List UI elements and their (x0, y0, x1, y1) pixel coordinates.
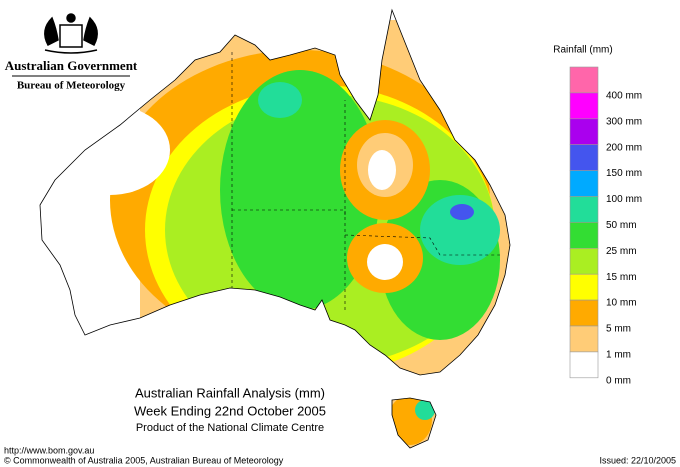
map-subtitle: Week Ending 22nd October 2005 (134, 403, 326, 418)
legend-swatch (569, 325, 599, 353)
legend-label: 5 mm (606, 324, 631, 335)
legend-swatch (569, 118, 599, 146)
coastline (39, 8, 511, 449)
legend-label: 1 mm (606, 350, 631, 361)
legend-swatch (569, 248, 599, 275)
map-credit: Product of the National Climate Centre (136, 422, 324, 434)
state-borders (231, 52, 500, 310)
legend-label: 200 mm (606, 142, 642, 153)
legend-label: 150 mm (606, 168, 642, 179)
bureau-name: Bureau of Meteorology (17, 80, 126, 92)
legend-label: 400 mm (606, 91, 642, 102)
legend-swatch (569, 351, 599, 379)
legend-label: 25 mm (606, 246, 637, 257)
legend-swatch (569, 92, 599, 120)
legend-label: 300 mm (606, 116, 642, 127)
legend-label: 100 mm (606, 194, 642, 205)
footer-copyright: © Commonwealth of Australia 2005, Austra… (4, 455, 284, 465)
legend-label: 0 mm (606, 375, 631, 386)
legend-title: Rainfall (mm) (553, 45, 612, 56)
coat-of-arms (44, 13, 98, 54)
footer-issued: Issued: 22/10/2005 (599, 455, 676, 465)
footer-url: http://www.bom.gov.au (4, 445, 94, 455)
map-title: Australian Rainfall Analysis (mm) (135, 385, 325, 400)
legend: 400 mm 300 mm 200 mm 150 mm 100 mm 50 mm 25 mm… (569, 66, 642, 386)
legend-label: 50 mm (606, 220, 637, 231)
legend-swatch (569, 170, 599, 197)
legend-swatch (569, 222, 599, 249)
legend-swatch (569, 299, 599, 327)
legend-swatch (569, 144, 599, 171)
government-name: Australian Government (5, 58, 138, 73)
legend-swatch (569, 66, 599, 94)
legend-label: 10 mm (606, 298, 637, 309)
legend-swatch (569, 196, 599, 223)
legend-label: 15 mm (606, 272, 637, 283)
legend-swatch (569, 273, 599, 301)
